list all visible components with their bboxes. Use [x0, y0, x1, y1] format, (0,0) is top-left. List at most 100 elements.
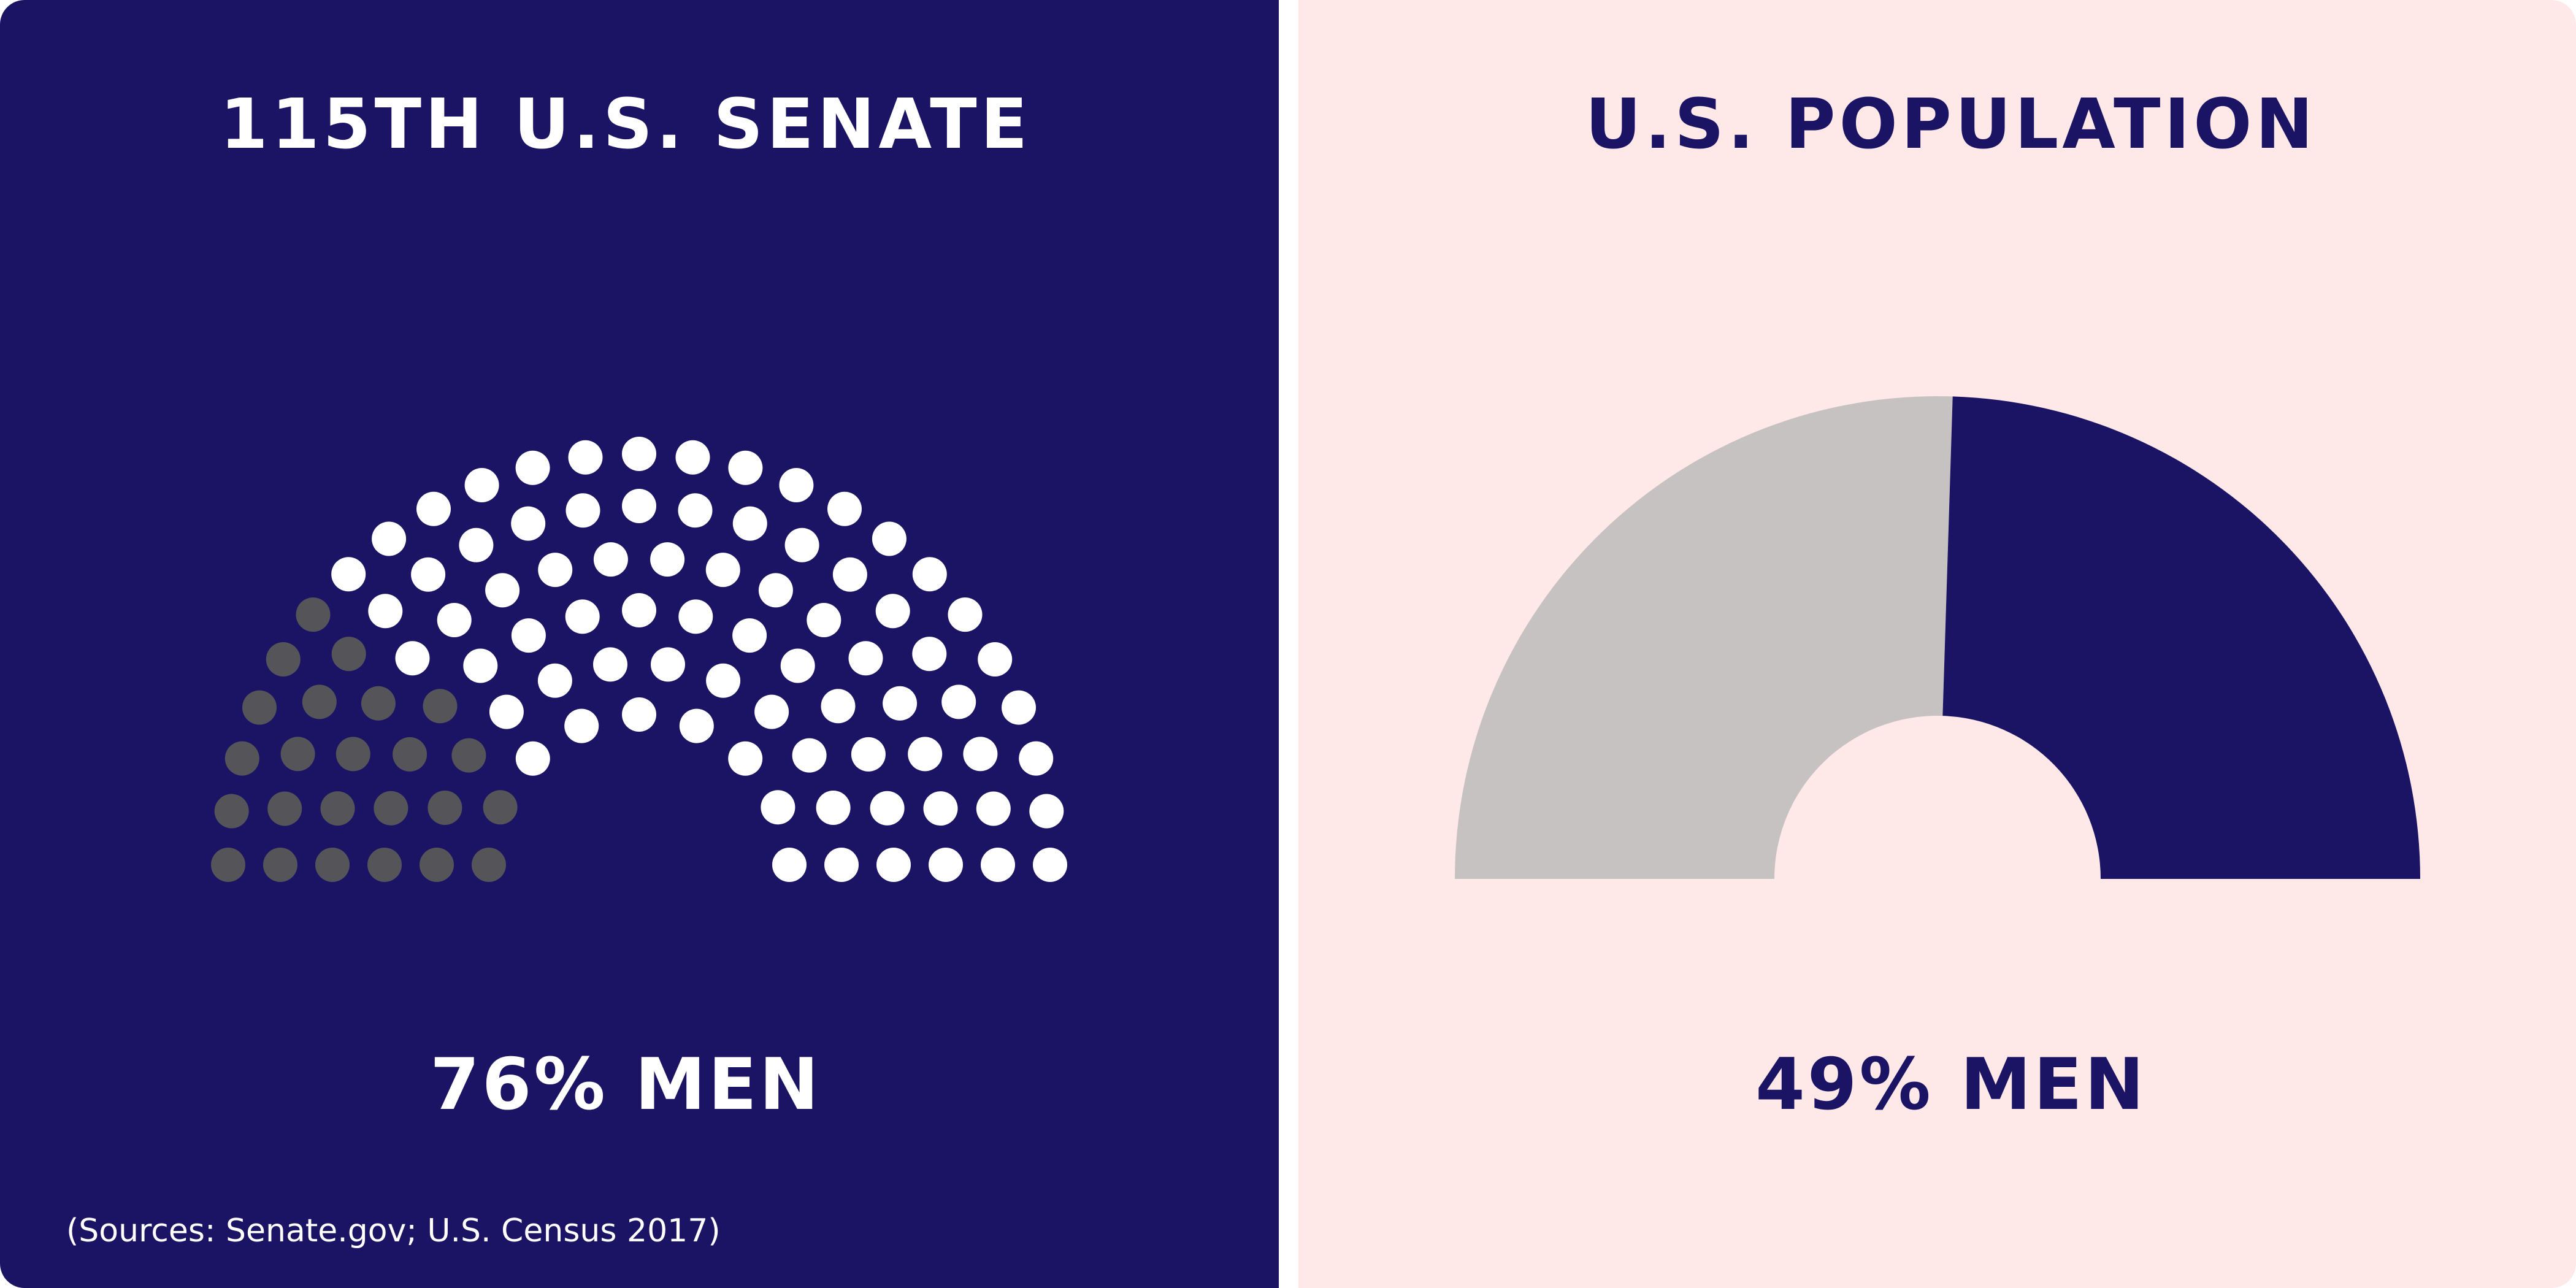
senate-seat-women — [263, 848, 297, 882]
senate-seat-men — [678, 599, 713, 634]
senate-men-percentage: 76% MEN — [430, 1043, 821, 1126]
senate-seat-men — [538, 553, 573, 588]
senate-seat-men — [784, 527, 819, 562]
senate-seat-men — [678, 493, 713, 528]
senate-seat-men — [515, 450, 550, 485]
senate-seat-men — [463, 648, 498, 683]
senate-seat-women — [367, 848, 402, 882]
senate-seat-men — [1002, 690, 1036, 725]
senate-seat-men — [779, 468, 814, 502]
senate-seat-men — [732, 618, 767, 653]
senate-seat-women — [423, 689, 458, 724]
senate-seat-men — [650, 542, 685, 577]
senate-seat-women — [214, 794, 249, 829]
senate-seat-women — [393, 737, 427, 772]
senate-seat-men — [912, 557, 947, 592]
senate-seat-men — [772, 848, 807, 882]
senate-seat-men — [832, 557, 867, 592]
senate-seat-men — [754, 694, 789, 729]
senate-seat-men — [948, 597, 983, 632]
senate-seat-men — [416, 491, 451, 526]
senate-seat-men — [564, 708, 599, 743]
senate-seat-men — [331, 557, 366, 592]
senate-seat-men — [489, 694, 524, 729]
senate-seat-men — [728, 741, 763, 776]
senate-panel: 115TH U.S. SENATE 76% MEN (Sources: Sena… — [0, 0, 1279, 1288]
senate-seat-men — [1029, 794, 1064, 829]
senate-seat-men — [821, 689, 856, 724]
population-slice-women — [1455, 396, 1953, 879]
senate-seat-women — [224, 741, 259, 776]
senate-seat-men — [515, 741, 550, 776]
senate-seat-men — [978, 642, 1013, 677]
senate-seat-men — [963, 737, 998, 772]
senate-seat-men — [923, 791, 958, 826]
senate-seat-men — [728, 450, 763, 485]
senate-seat-men — [870, 791, 905, 826]
senate-seat-men — [593, 542, 628, 577]
senate-seat-men — [395, 641, 430, 676]
senate-seat-chart — [211, 437, 1067, 882]
senate-seat-women — [242, 690, 277, 725]
senate-seat-men — [537, 663, 572, 698]
senate-seat-men — [780, 648, 815, 683]
senate-seat-women — [296, 597, 331, 632]
senate-seat-women — [267, 791, 302, 826]
senate-seat-women — [315, 848, 350, 882]
senate-seat-men — [565, 599, 600, 634]
senate-seat-women — [451, 738, 486, 773]
senate-seat-men — [705, 553, 740, 588]
senate-seat-women — [374, 791, 408, 826]
senate-seat-women — [420, 848, 454, 882]
population-men-percentage: 49% MEN — [1755, 1043, 2147, 1126]
senate-seat-men — [675, 440, 710, 475]
senate-seat-women — [335, 737, 370, 772]
senate-seat-men — [851, 737, 886, 772]
senate-seat-men — [511, 618, 546, 653]
senate-seat-men — [464, 468, 499, 502]
senate-seat-men — [761, 790, 795, 825]
senate-seat-men — [758, 573, 793, 608]
senate-seat-men — [706, 663, 741, 698]
senate-seat-women — [331, 637, 366, 672]
senate-seat-men — [981, 848, 1015, 882]
senate-title: 115TH U.S. SENATE — [220, 85, 1032, 164]
senate-seat-men — [941, 684, 976, 719]
senate-seat-men — [411, 557, 446, 592]
senate-seat-men — [372, 521, 407, 556]
senate-seat-women — [472, 848, 506, 882]
senate-seat-men — [883, 686, 918, 721]
population-title: U.S. POPULATION — [1585, 85, 2317, 164]
senate-seat-men — [929, 848, 963, 882]
senate-seat-men — [732, 506, 767, 541]
senate-seat-men — [511, 506, 546, 541]
senate-seat-men — [679, 708, 714, 743]
senate-seat-women — [280, 737, 315, 772]
senate-seat-men — [485, 573, 520, 608]
population-panel: U.S. POPULATION 49% MEN — [1298, 0, 2576, 1288]
senate-seat-men — [622, 489, 656, 523]
senate-seat-women — [427, 791, 462, 825]
senate-seat-men — [565, 493, 600, 528]
senate-seat-men — [437, 603, 472, 637]
senate-seat-men — [368, 594, 403, 629]
senate-seat-men — [622, 593, 656, 627]
senate-seat-men — [622, 437, 656, 471]
senate-seat-men — [908, 737, 943, 772]
senate-seat-men — [568, 440, 603, 475]
senate-seat-men — [1019, 741, 1054, 776]
senate-seat-women — [483, 790, 518, 825]
senate-seat-men — [824, 848, 859, 882]
senate-seat-men — [593, 647, 627, 682]
source-note: (Sources: Senate.gov; U.S. Census 2017) — [66, 1213, 721, 1249]
senate-seat-men — [807, 603, 841, 637]
senate-seat-men — [622, 697, 656, 732]
senate-seat-men — [827, 491, 862, 526]
senate-seat-men — [872, 521, 907, 556]
senate-seat-men — [816, 791, 851, 825]
senate-seat-men — [1033, 848, 1067, 882]
senate-seat-women — [361, 686, 396, 721]
population-slice-men — [1942, 396, 2420, 879]
senate-seat-men — [912, 637, 947, 672]
